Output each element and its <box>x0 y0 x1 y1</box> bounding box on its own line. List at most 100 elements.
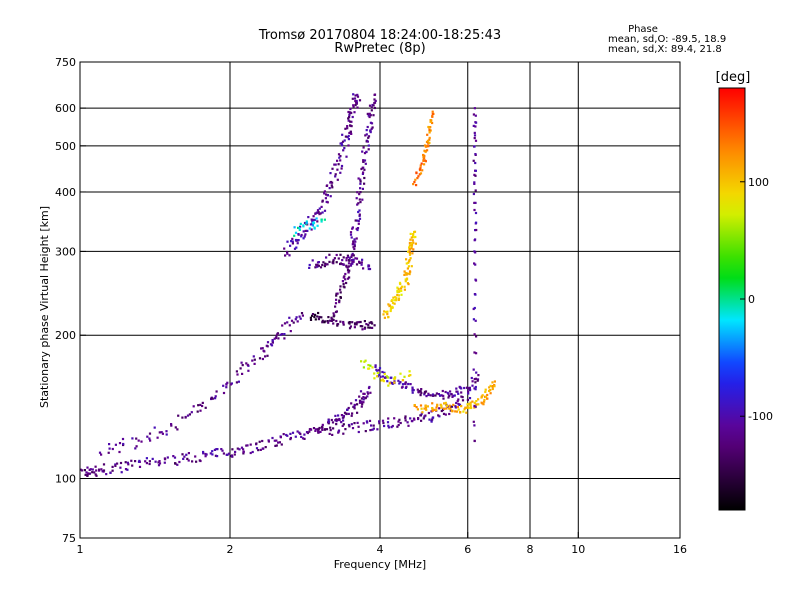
data-point <box>321 426 324 429</box>
data-point <box>101 470 104 473</box>
plot-area: 1 2 4 6 8 10 16 75 100 200 300 400 500 600 750 <box>55 56 687 556</box>
data-point <box>303 437 306 440</box>
data-point <box>100 468 103 471</box>
y-tick-label: 750 <box>55 56 76 69</box>
data-point <box>411 387 414 390</box>
data-point <box>165 430 168 433</box>
data-point <box>299 222 302 225</box>
data-point <box>333 314 336 317</box>
data-point <box>214 454 217 457</box>
data-point <box>424 414 427 417</box>
data-point <box>474 125 477 128</box>
data-point <box>195 460 198 463</box>
data-point <box>173 456 177 459</box>
data-point <box>391 424 394 428</box>
data-point <box>81 469 84 472</box>
data-point <box>353 403 356 406</box>
data-point <box>408 246 411 249</box>
x-tick-label: 2 <box>227 543 234 556</box>
data-point <box>447 393 450 396</box>
data-point <box>357 219 360 223</box>
data-point <box>350 132 353 135</box>
data-point <box>303 433 306 436</box>
data-point <box>348 113 351 116</box>
data-point <box>170 423 173 426</box>
data-point <box>346 136 349 139</box>
data-point <box>467 390 470 393</box>
data-point <box>473 134 477 137</box>
data-point <box>361 328 364 331</box>
data-point <box>354 99 357 103</box>
data-point <box>362 159 365 162</box>
data-point <box>372 114 375 117</box>
data-point <box>294 318 297 321</box>
data-point <box>416 388 419 391</box>
data-point <box>158 431 161 434</box>
data-point <box>277 337 280 340</box>
data-point <box>410 245 413 248</box>
data-point <box>367 267 370 271</box>
data-point <box>261 447 264 450</box>
data-point <box>472 113 475 116</box>
data-point <box>450 393 453 396</box>
data-point <box>300 312 304 315</box>
data-point <box>354 257 357 260</box>
data-point <box>331 181 334 184</box>
data-point <box>246 363 249 366</box>
data-point <box>422 417 425 420</box>
data-point <box>470 376 473 380</box>
data-point <box>408 253 412 256</box>
data-point <box>465 386 469 389</box>
data-point <box>229 383 232 386</box>
data-point <box>137 460 141 463</box>
data-point <box>222 384 225 387</box>
data-point <box>336 168 339 171</box>
data-point <box>408 260 411 263</box>
data-point <box>328 260 331 263</box>
data-point <box>202 452 205 455</box>
data-point <box>278 441 281 444</box>
data-point <box>362 398 365 401</box>
data-point <box>391 382 394 385</box>
data-point <box>371 366 374 369</box>
data-point <box>425 408 428 411</box>
data-point <box>366 391 369 394</box>
data-point <box>126 468 129 471</box>
data-point <box>397 423 400 427</box>
data-point <box>325 193 328 196</box>
data-point <box>474 174 477 177</box>
data-point <box>353 111 356 114</box>
data-point <box>355 101 358 104</box>
data-point <box>336 159 339 162</box>
data-point <box>261 439 264 443</box>
data-point <box>369 364 372 367</box>
data-point <box>356 191 359 194</box>
data-point <box>473 378 476 381</box>
data-point <box>236 373 239 376</box>
data-point <box>202 450 205 454</box>
data-point <box>154 460 157 463</box>
data-point <box>387 384 390 387</box>
data-point <box>111 447 114 451</box>
data-point <box>339 142 342 145</box>
data-point <box>343 411 347 414</box>
data-point <box>473 181 476 184</box>
data-point <box>358 399 362 402</box>
data-point <box>258 440 261 443</box>
data-point <box>358 217 362 220</box>
data-point <box>362 422 365 425</box>
data-point <box>221 449 224 452</box>
data-point <box>467 392 470 395</box>
data-point <box>340 164 344 168</box>
data-point <box>276 333 279 336</box>
data-point <box>237 380 240 383</box>
data-point <box>414 235 417 239</box>
data-point <box>364 359 367 362</box>
data-point <box>339 262 342 265</box>
data-point <box>383 316 386 319</box>
data-point <box>85 471 88 474</box>
data-point <box>412 234 415 237</box>
data-point <box>469 389 472 392</box>
data-point <box>317 264 320 267</box>
data-point <box>211 450 214 453</box>
